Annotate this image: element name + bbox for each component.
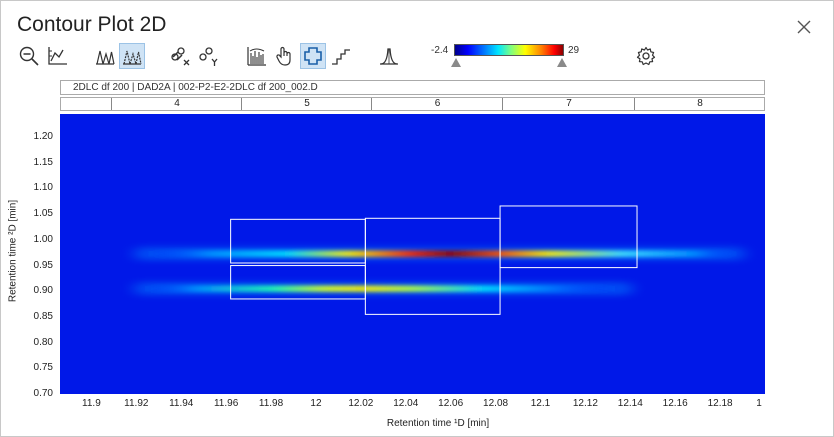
first-dimension-strip: 4 5 6 7 8 <box>60 97 765 111</box>
link-y-icon[interactable] <box>195 43 221 69</box>
colorbar <box>454 44 564 56</box>
link-x-icon[interactable] <box>167 43 193 69</box>
x-tick-label: 1 <box>756 398 762 409</box>
x-tick-label: 12.14 <box>617 398 643 409</box>
y-tick-label: 1.20 <box>33 131 53 143</box>
x-axis-label: Retention time ¹D [min] <box>386 418 490 429</box>
y-tick-label: 0.70 <box>33 388 53 399</box>
x-tick-label: 12.08 <box>483 398 509 409</box>
y-tick-label: 0.90 <box>33 285 53 297</box>
colorbar-max-handle[interactable] <box>557 58 567 67</box>
close-icon[interactable] <box>795 18 813 36</box>
window-title: Contour Plot 2D <box>17 13 167 36</box>
y-tick-label: 1.10 <box>33 182 53 194</box>
first-dim-label: 5 <box>241 98 372 110</box>
first-dim-label: 8 <box>634 98 765 110</box>
x-tick-label: 12.12 <box>572 398 598 409</box>
x-tick-label: 11.96 <box>213 398 239 409</box>
selection-region[interactable] <box>499 205 638 269</box>
zoom-out-icon[interactable] <box>16 43 42 69</box>
x-tick-label: 11.92 <box>124 398 149 409</box>
spectrum-icon[interactable] <box>244 43 270 69</box>
x-tick-label: 11.9 <box>82 398 101 409</box>
pan-hand-icon[interactable] <box>272 43 298 69</box>
colorbar-max-label: 29 <box>568 45 580 56</box>
x-tick-label: 12.1 <box>530 398 551 409</box>
x-tick-label: 12.06 <box>438 398 464 409</box>
y-axis-label: Retention time ²D [min] <box>7 199 19 303</box>
contour-plot-area[interactable] <box>60 114 765 394</box>
settings-gear-icon[interactable] <box>633 43 659 69</box>
axis-chart-icon[interactable] <box>44 43 70 69</box>
y-tick-label: 0.75 <box>33 362 53 374</box>
y-tick-label: 1.05 <box>33 208 53 220</box>
y-tick-label: 0.85 <box>33 310 53 322</box>
first-dim-label: 4 <box>111 98 242 110</box>
x-tick-label: 12.16 <box>662 398 688 409</box>
colorbar-min-handle[interactable] <box>451 58 461 67</box>
y-tick-label: 0.80 <box>33 336 53 348</box>
x-tick-label: 11.98 <box>258 398 284 409</box>
region-select-icon[interactable] <box>300 43 326 69</box>
heatmap-band <box>136 285 631 292</box>
peaks-overlay-icon[interactable] <box>119 43 145 69</box>
first-dim-label: 6 <box>371 98 503 110</box>
x-tick-label: 11.94 <box>169 398 194 409</box>
y-tick-label: 1.15 <box>33 156 53 168</box>
peak-shape-icon[interactable] <box>376 43 402 69</box>
x-tick-label: 12.02 <box>348 398 374 409</box>
colorbar-min-label: -2.4 <box>431 45 449 56</box>
x-tick-label: 12 <box>310 398 322 409</box>
x-tick-label: 12.18 <box>707 398 733 409</box>
step-icon[interactable] <box>328 43 354 69</box>
heatmap-band <box>136 250 743 257</box>
sample-info-bar: 2DLC df 200 | DAD2A | 002-P2-E2-2DLC df … <box>60 80 765 95</box>
x-tick-label: 12.04 <box>393 398 419 409</box>
peaks-icon[interactable] <box>92 43 118 69</box>
y-tick-label: 1.00 <box>33 233 53 245</box>
y-tick-label: 0.95 <box>33 259 53 271</box>
first-dim-label: 7 <box>502 98 635 110</box>
